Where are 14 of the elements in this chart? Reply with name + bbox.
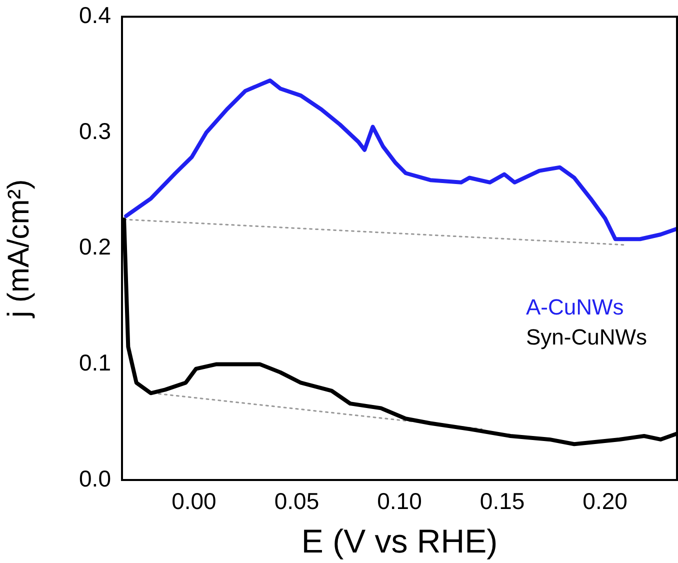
y-tick-label: 0.3 xyxy=(79,118,111,144)
x-tick-label: 0.20 xyxy=(582,488,628,514)
text: A-CuNWs xyxy=(526,294,624,320)
x-tick-label: 0.05 xyxy=(274,488,320,514)
y-tick-label: 0.2 xyxy=(79,234,111,260)
x-tick-label: 0.15 xyxy=(480,488,525,514)
text: Syn-CuNWs xyxy=(526,324,648,350)
y-axis-title: j (mA/cm²) xyxy=(2,179,36,319)
x-axis-title: E (V vs RHE) xyxy=(301,522,498,560)
y-tick-label: 0.4 xyxy=(79,2,112,28)
x-tick-label: 0.10 xyxy=(377,488,422,514)
x-tick-label: 0.00 xyxy=(172,488,216,514)
y-tick-label: 0.0 xyxy=(79,465,111,492)
y-tick-label: 0.1 xyxy=(79,350,111,376)
